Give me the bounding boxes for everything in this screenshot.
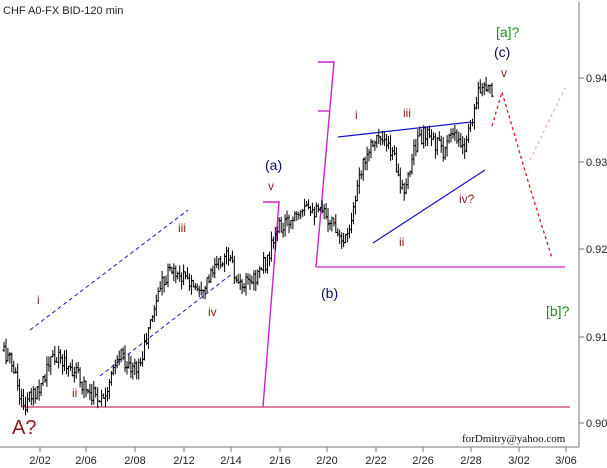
x-tick-label: 2/22 bbox=[365, 455, 386, 467]
wave-a-channel-lower bbox=[99, 272, 234, 377]
wave-label: (c) bbox=[494, 44, 510, 60]
wave-label: (b) bbox=[321, 285, 338, 301]
x-tick-label: 2/20 bbox=[316, 455, 337, 467]
wave-overlay bbox=[22, 61, 570, 408]
y-tick-label: 0.94 bbox=[586, 73, 607, 85]
wave-label: iv bbox=[208, 305, 217, 319]
triangle-upper-line bbox=[337, 121, 472, 138]
forecast-path bbox=[491, 89, 553, 259]
y-tick-label: 0.92 bbox=[586, 244, 607, 256]
wave-a-channel-upper bbox=[29, 209, 189, 331]
wave-label: i bbox=[355, 108, 358, 122]
x-axis-labels: 2/02 2/06 2/08 2/12 2/14 2/16 2/20 2/22 … bbox=[29, 455, 576, 467]
triangle-lower-line bbox=[372, 169, 486, 244]
footer-email: forDmitry@yahoo.com bbox=[462, 433, 566, 445]
price-series bbox=[2, 76, 494, 416]
x-tick-label: 2/12 bbox=[173, 455, 194, 467]
x-tick-label: 2/02 bbox=[29, 455, 50, 467]
y-tick-label: 0.93 bbox=[586, 157, 607, 169]
x-axis-ticks bbox=[39, 447, 567, 452]
x-tick-label: 2/14 bbox=[220, 455, 241, 467]
wave-label: v bbox=[501, 66, 507, 80]
alternate-forecast-path bbox=[529, 87, 566, 161]
wave-label: (a) bbox=[265, 157, 282, 173]
chart-title: CHF A0-FX BID-120 min bbox=[3, 5, 123, 17]
y-tick-label: 0.90 bbox=[586, 418, 607, 430]
wave-label: iii bbox=[403, 106, 411, 120]
wave-label: [a]? bbox=[496, 24, 520, 40]
x-tick-label: 2/08 bbox=[124, 455, 145, 467]
wave-c-projection-line bbox=[315, 61, 335, 268]
wave-label: ii bbox=[72, 386, 77, 400]
x-tick-label: 2/06 bbox=[75, 455, 96, 467]
wave-label: i bbox=[37, 293, 40, 307]
x-tick-label: 3/06 bbox=[555, 455, 576, 467]
wave-labels: i ii iii iv v (a) (b) i ii iii iv? v (c)… bbox=[12, 24, 570, 439]
wave-label: A? bbox=[12, 417, 36, 439]
wave-a-projection-line bbox=[262, 201, 280, 408]
x-tick-label: 2/28 bbox=[460, 455, 481, 467]
y-tick-label: 0.91 bbox=[586, 332, 607, 344]
wave-label: iv? bbox=[459, 192, 475, 206]
wave-label: [b]? bbox=[546, 303, 570, 319]
x-tick-label: 3/02 bbox=[508, 455, 529, 467]
x-tick-label: 2/16 bbox=[269, 455, 290, 467]
x-tick-label: 2/26 bbox=[412, 455, 433, 467]
price-bar bbox=[490, 82, 494, 98]
wave-label: iii bbox=[178, 221, 186, 235]
wave-label: ii bbox=[399, 235, 404, 249]
wave-label: v bbox=[268, 179, 274, 193]
